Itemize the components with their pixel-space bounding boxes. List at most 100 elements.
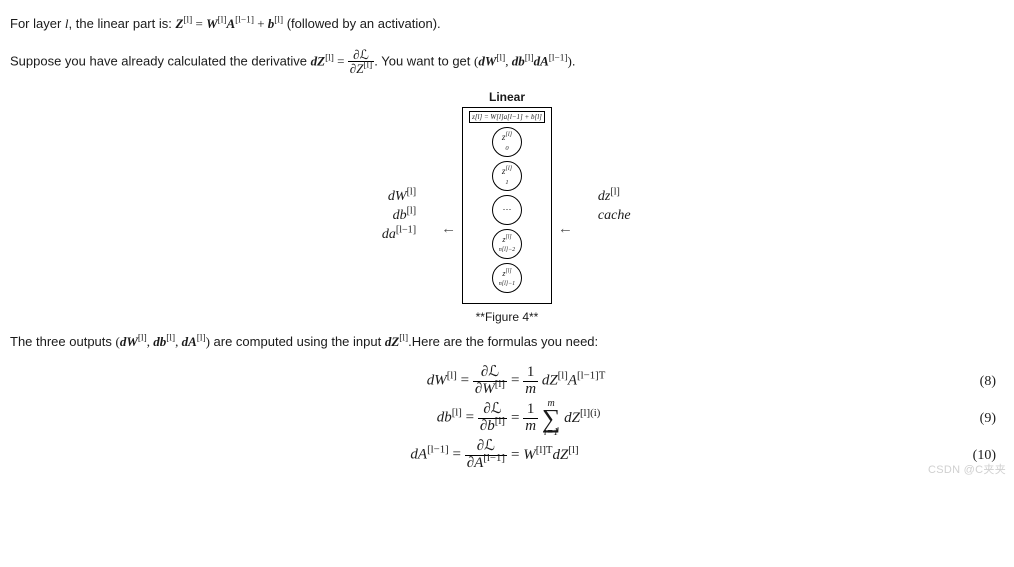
- dW: dW: [478, 53, 496, 68]
- dA-sup: [l−1]: [549, 53, 568, 63]
- arrow-right-icon: ←: [558, 220, 573, 237]
- sup: [l]: [399, 333, 408, 343]
- W: W: [482, 381, 495, 397]
- db: db: [153, 334, 166, 349]
- eq: =: [511, 373, 523, 389]
- sup: [l]: [452, 407, 462, 419]
- eq-tag-9: (9): [950, 411, 1004, 427]
- db-sup: [l]: [525, 53, 534, 63]
- num: 1: [523, 365, 538, 381]
- num: 1: [523, 402, 538, 418]
- den: m: [523, 381, 538, 398]
- node-dots: ⋯: [492, 195, 522, 225]
- eq: =: [462, 410, 478, 426]
- layer-box: z[l] = W[l]a[l−1] + b[l] z[l]0 z[l]1 ⋯ z…: [462, 107, 552, 304]
- text: The three outputs: [10, 334, 116, 349]
- para-outputs: The three outputs (dW[l], db[l], dA[l]) …: [10, 332, 1004, 352]
- dA: dA: [410, 447, 427, 463]
- A: A: [568, 373, 577, 389]
- text: Suppose you have already calculated the …: [10, 53, 311, 68]
- eq-tag-8: (8): [950, 374, 1004, 390]
- text: are computed using the input: [210, 334, 385, 349]
- sub: n[l]−1: [499, 281, 515, 287]
- figure-caption: **Figure 4**: [462, 310, 552, 324]
- para-linear-forward: For layer l, the linear part is: Z[l] = …: [10, 14, 1004, 34]
- sup: [l]: [495, 378, 505, 390]
- Z-sup: [l]: [183, 16, 192, 26]
- dZ: dZ: [385, 334, 399, 349]
- A: A: [227, 16, 236, 31]
- eq: =: [511, 447, 523, 463]
- sup: [l]: [610, 186, 620, 197]
- plus: +: [254, 16, 268, 31]
- db: db: [437, 410, 452, 426]
- figure-4: Linear z[l] = W[l]a[l−1] + b[l] z[l]0 z[…: [10, 90, 1004, 324]
- dz: dz: [598, 189, 610, 204]
- cache-label: cache: [598, 207, 631, 226]
- sum-bot: i=1: [542, 428, 561, 438]
- layer-header: z[l] = W[l]a[l−1] + b[l]: [469, 111, 545, 123]
- dZ: dZ: [553, 447, 569, 463]
- b: b: [487, 418, 495, 434]
- dZ: dZ: [564, 410, 580, 426]
- eq: =: [511, 410, 523, 426]
- sup: [l]: [495, 415, 505, 427]
- equation-8: dW[l] = ∂ℒ∂W[l] = 1m dZ[l]A[l−1]T (8): [10, 365, 1004, 398]
- sup: [l−1]: [483, 452, 505, 464]
- sup: [l−1]: [396, 224, 416, 235]
- A-sup: [l−1]: [235, 16, 254, 26]
- b-sup: [l]: [274, 16, 283, 26]
- node-zn2: z[l]n[l]−2: [492, 229, 522, 259]
- sub: 1: [505, 179, 508, 186]
- sub: n[l]−2: [499, 247, 515, 253]
- node-z1: z[l]1: [492, 161, 522, 191]
- equation-10: dA[l−1] = ∂ℒ∂A[l−1] = W[l]TdZ[l] (10): [10, 439, 1004, 472]
- equals: =: [334, 53, 348, 68]
- da: da: [382, 227, 396, 242]
- sup: [l]: [505, 165, 512, 172]
- den: m: [523, 418, 538, 435]
- diagram-title: Linear: [462, 90, 552, 104]
- A: A: [474, 455, 483, 471]
- W: W: [523, 447, 536, 463]
- equals: =: [192, 16, 206, 31]
- right-labels: dz[l] cache: [598, 188, 631, 226]
- dots: ⋯: [503, 204, 512, 215]
- dZ: dZ: [311, 53, 325, 68]
- dW: dW: [120, 334, 138, 349]
- sup: [l]: [558, 370, 568, 382]
- sup: [l]T: [536, 444, 553, 456]
- dA: dA: [534, 53, 549, 68]
- equations-block: dW[l] = ∂ℒ∂W[l] = 1m dZ[l]A[l−1]T (8) db…: [10, 365, 1004, 472]
- equation-9: db[l] = ∂ℒ∂b[l] = 1m m∑i=1 dZ[l](i) (9): [10, 399, 1004, 439]
- W: W: [206, 16, 218, 31]
- text: .: [572, 53, 576, 68]
- loss: ℒ: [360, 47, 369, 62]
- Z-sup: [l]: [363, 61, 372, 71]
- sum-icon: m∑i=1: [542, 399, 561, 439]
- sub: 0: [505, 145, 508, 152]
- sup: [l−1]T: [577, 370, 605, 382]
- sup: [l]: [197, 333, 206, 343]
- dZ-sup: [l]: [325, 53, 334, 63]
- text: .Here are the formulas you need:: [408, 334, 598, 349]
- sup: [l](i): [580, 407, 600, 419]
- arrow-left-icon: ←: [441, 220, 456, 237]
- watermark: CSDN @C夹夹: [928, 461, 1006, 477]
- db: db: [393, 208, 407, 223]
- dZ: dZ: [542, 373, 558, 389]
- sup: [l]: [506, 268, 512, 274]
- sup: [l−1]: [427, 444, 449, 456]
- dW: dW: [388, 189, 407, 204]
- db: db: [512, 53, 525, 68]
- text: (followed by an activation).: [283, 16, 441, 31]
- node-zn1: z[l]n[l]−1: [492, 263, 522, 293]
- sup: [l]: [407, 205, 417, 216]
- sup: [l]: [568, 444, 578, 456]
- dW-sup: [l]: [496, 53, 505, 63]
- sup: [l]: [166, 333, 175, 343]
- para-suppose: Suppose you have already calculated the …: [10, 48, 1004, 76]
- text: For layer: [10, 16, 65, 31]
- sup: [l]: [506, 234, 512, 240]
- dW: dW: [427, 373, 447, 389]
